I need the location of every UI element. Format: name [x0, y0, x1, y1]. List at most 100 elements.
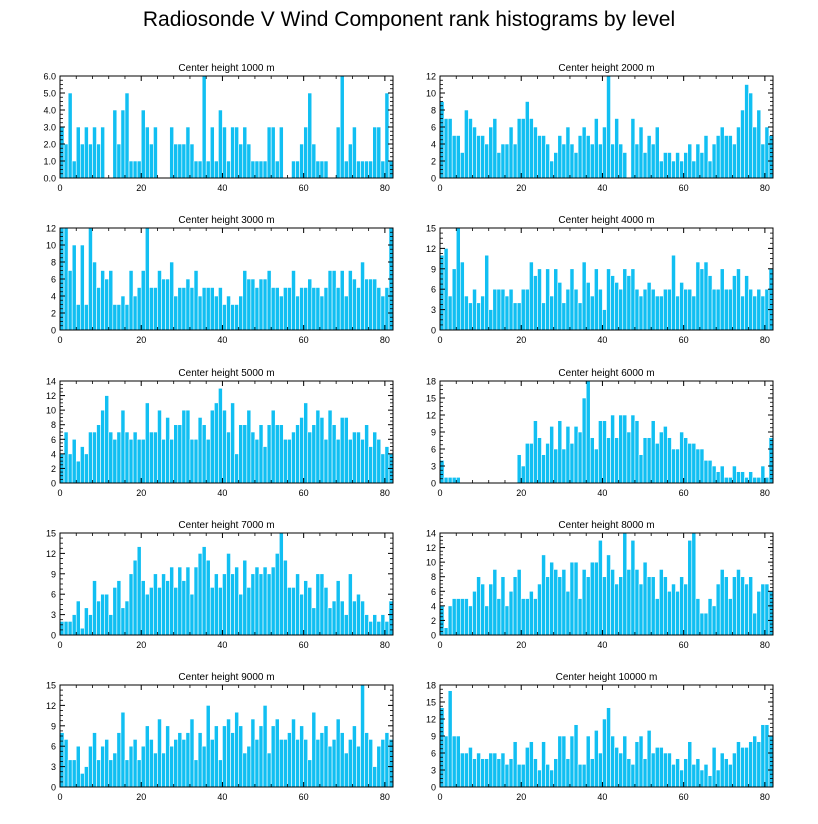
bar: [626, 569, 632, 636]
bar: [380, 295, 386, 331]
bar: [760, 465, 766, 484]
bar: [376, 438, 382, 484]
y-tick-label: 12: [46, 701, 56, 711]
bar: [646, 437, 652, 484]
bar: [376, 745, 382, 788]
bar: [132, 559, 138, 636]
bar: [283, 739, 288, 788]
bar: [760, 583, 766, 636]
bar: [719, 126, 725, 179]
y-tick-label: 3: [431, 462, 436, 472]
bar: [124, 92, 130, 179]
bar: [71, 438, 77, 484]
y-tick-label: 10: [426, 558, 436, 568]
bar: [226, 718, 231, 788]
bar: [323, 438, 329, 484]
bar: [565, 758, 571, 788]
bar: [492, 288, 498, 331]
bar: [335, 438, 341, 484]
bar: [658, 569, 664, 636]
bar: [569, 443, 575, 484]
bar: [161, 752, 166, 788]
bar: [352, 725, 357, 788]
bar: [84, 126, 89, 179]
bar: [132, 295, 138, 331]
bar: [165, 580, 170, 636]
bar: [630, 414, 636, 484]
bar: [626, 431, 632, 484]
bar: [181, 143, 187, 179]
bar: [496, 758, 502, 788]
bar: [128, 160, 134, 179]
bar: [112, 109, 118, 179]
bar: [270, 409, 276, 484]
bar: [541, 454, 546, 484]
bar: [149, 143, 154, 179]
bar: [173, 295, 179, 331]
bar: [577, 764, 583, 788]
x-tick-label: 40: [597, 640, 607, 650]
bar: [524, 598, 530, 636]
bar: [140, 438, 146, 484]
y-tick-label: 4: [51, 292, 56, 302]
bar: [602, 126, 607, 179]
bar: [602, 576, 607, 636]
x-tick-label: 60: [679, 792, 689, 802]
bar: [460, 598, 465, 636]
bar: [197, 295, 203, 331]
bar: [197, 553, 203, 636]
bar: [201, 745, 207, 788]
bar: [626, 758, 632, 788]
bar: [484, 605, 490, 636]
bar: [136, 438, 142, 484]
bar: [254, 438, 260, 484]
bar: [380, 614, 386, 636]
bar: [71, 614, 77, 636]
bar: [116, 431, 122, 484]
bar: [218, 759, 223, 788]
bar: [303, 580, 309, 636]
bar: [120, 409, 126, 484]
bar: [723, 135, 729, 179]
bar: [157, 587, 162, 636]
bar: [307, 92, 313, 179]
bar: [553, 758, 559, 788]
bar: [715, 471, 721, 484]
bar: [246, 745, 252, 788]
x-tick-label: 40: [217, 792, 227, 802]
bar: [573, 561, 579, 636]
bar: [307, 759, 313, 788]
bar: [96, 287, 101, 331]
bar: [197, 732, 203, 788]
bar: [323, 587, 329, 636]
bar: [577, 431, 583, 484]
bar: [756, 477, 762, 484]
bar: [238, 295, 244, 331]
bar: [760, 143, 766, 179]
bar: [283, 438, 288, 484]
bar: [266, 270, 272, 331]
bar: [610, 414, 615, 484]
bar: [270, 287, 276, 331]
bar: [711, 747, 717, 788]
bar: [287, 287, 292, 331]
bar: [205, 287, 211, 331]
y-tick-label: 0.0: [43, 174, 56, 184]
bar: [384, 732, 390, 788]
x-tick-label: 60: [299, 183, 309, 193]
bar: [291, 270, 296, 331]
bar: [197, 160, 203, 179]
bar: [569, 143, 575, 179]
bar: [533, 126, 538, 179]
bar: [480, 295, 485, 331]
y-tick-label: 12: [426, 543, 436, 553]
bar: [124, 600, 130, 636]
y-tick-label: 0: [431, 326, 436, 336]
bar: [748, 576, 753, 636]
bar: [476, 302, 481, 331]
x-tick-label: 0: [437, 183, 442, 193]
y-tick-label: 14: [46, 377, 56, 387]
bar: [650, 420, 656, 484]
bar: [360, 600, 365, 636]
bar: [687, 539, 693, 636]
